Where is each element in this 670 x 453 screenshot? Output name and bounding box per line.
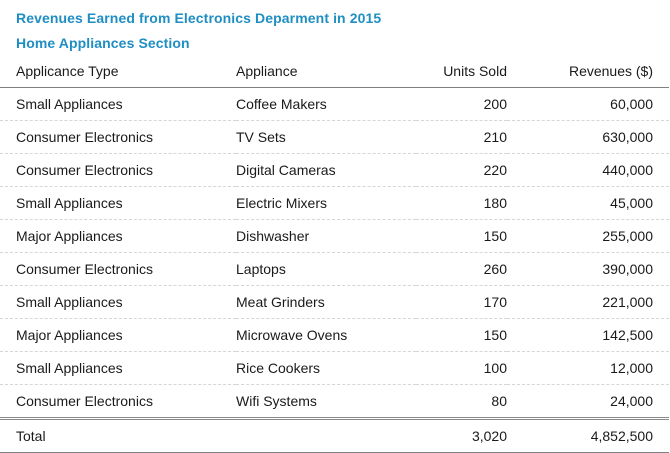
table-row: Small Appliances Meat Grinders 170 221,0…: [0, 285, 669, 319]
cell-appliance: Rice Cookers: [236, 351, 416, 385]
table-row: Consumer Electronics Digital Cameras 220…: [0, 153, 669, 187]
table-row: Major Appliances Microwave Ovens 150 142…: [0, 318, 669, 352]
cell-appliance: Electric Mixers: [236, 186, 416, 220]
column-header-revenues: Revenues ($): [507, 55, 669, 88]
cell-appliance-type: Major Appliances: [0, 219, 236, 253]
cell-appliance-type: Small Appliances: [0, 186, 236, 220]
cell-revenue: 221,000: [507, 285, 669, 319]
report-title: Revenues Earned from Electronics Deparme…: [16, 10, 382, 26]
cell-revenue: 24,000: [507, 384, 669, 420]
cell-appliance-type: Small Appliances: [0, 87, 236, 121]
cell-appliance: Microwave Ovens: [236, 318, 416, 352]
cell-units-sold: 180: [416, 186, 507, 220]
table-row: Consumer Electronics Laptops 260 390,000: [0, 252, 669, 286]
cell-revenue: 255,000: [507, 219, 669, 253]
cell-appliance: Wifi Systems: [236, 384, 416, 420]
cell-appliance: Digital Cameras: [236, 153, 416, 187]
cell-appliance-type: Major Appliances: [0, 318, 236, 352]
table-row: Major Appliances Dishwasher 150 255,000: [0, 219, 669, 253]
column-header-units-sold: Units Sold: [416, 55, 507, 88]
cell-revenue: 440,000: [507, 153, 669, 187]
cell-revenue: 142,500: [507, 318, 669, 352]
cell-revenue: 45,000: [507, 186, 669, 220]
cell-units-sold: 80: [416, 384, 507, 420]
table-row: Consumer Electronics TV Sets 210 630,000: [0, 120, 669, 154]
total-revenue: 4,852,500: [507, 418, 669, 453]
total-units-sold: 3,020: [416, 418, 507, 453]
cell-units-sold: 170: [416, 285, 507, 319]
cell-units-sold: 150: [416, 219, 507, 253]
cell-appliance-type: Small Appliances: [0, 351, 236, 385]
cell-units-sold: 150: [416, 318, 507, 352]
cell-appliance-type: Consumer Electronics: [0, 120, 236, 154]
cell-units-sold: 220: [416, 153, 507, 187]
cell-units-sold: 210: [416, 120, 507, 154]
cell-revenue: 630,000: [507, 120, 669, 154]
column-header-appliance-type: Applicance Type: [0, 55, 236, 88]
cell-revenue: 12,000: [507, 351, 669, 385]
cell-units-sold: 200: [416, 87, 507, 121]
header-row: Applicance Type Appliance Units Sold Rev…: [0, 55, 669, 88]
table-row: Consumer Electronics Wifi Systems 80 24,…: [0, 384, 669, 420]
total-appliance: [236, 418, 416, 453]
cell-appliance: Laptops: [236, 252, 416, 286]
table-row: Small Appliances Coffee Makers 200 60,00…: [0, 87, 669, 121]
cell-appliance-type: Small Appliances: [0, 285, 236, 319]
cell-appliance-type: Consumer Electronics: [0, 252, 236, 286]
table-row: Small Appliances Rice Cookers 100 12,000: [0, 351, 669, 385]
total-row: Total 3,020 4,852,500: [0, 418, 669, 453]
table-row: Small Appliances Electric Mixers 180 45,…: [0, 186, 669, 220]
cell-appliance: Dishwasher: [236, 219, 416, 253]
cell-appliance: Coffee Makers: [236, 87, 416, 121]
cell-units-sold: 260: [416, 252, 507, 286]
column-header-appliance: Appliance: [236, 55, 416, 88]
cell-revenue: 60,000: [507, 87, 669, 121]
cell-appliance-type: Consumer Electronics: [0, 153, 236, 187]
cell-revenue: 390,000: [507, 252, 669, 286]
revenue-table: Applicance Type Appliance Units Sold Rev…: [0, 55, 669, 453]
report-subtitle: Home Appliances Section: [16, 35, 190, 51]
cell-appliance: Meat Grinders: [236, 285, 416, 319]
cell-appliance-type: Consumer Electronics: [0, 384, 236, 420]
cell-appliance: TV Sets: [236, 120, 416, 154]
total-label: Total: [0, 418, 236, 453]
cell-units-sold: 100: [416, 351, 507, 385]
